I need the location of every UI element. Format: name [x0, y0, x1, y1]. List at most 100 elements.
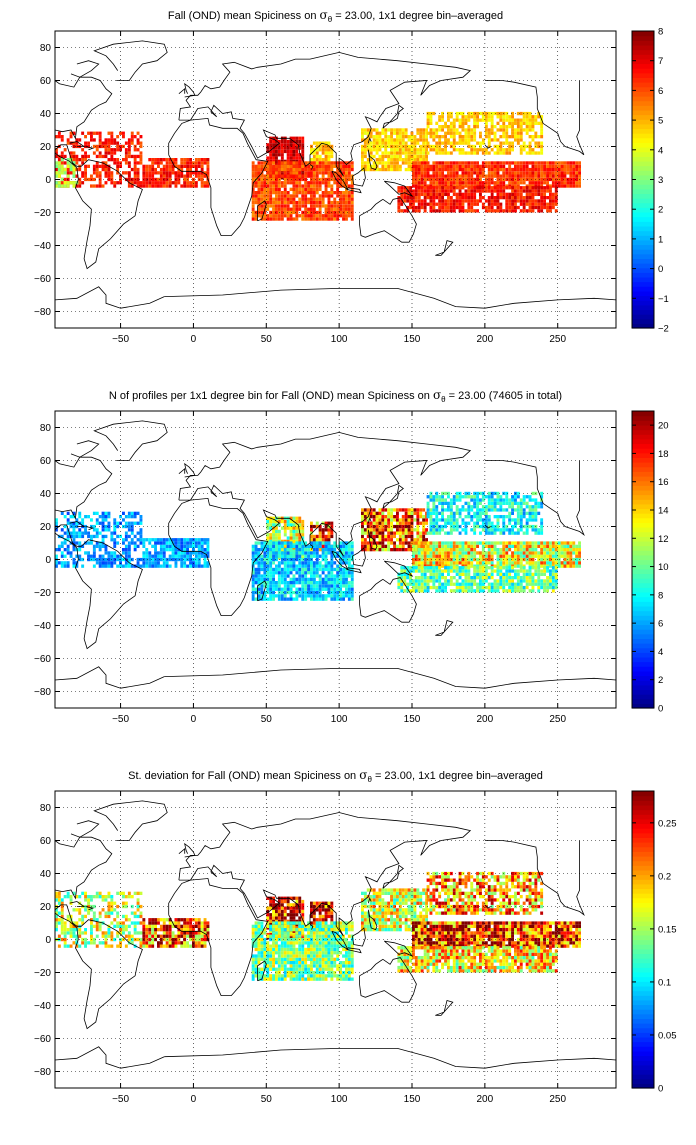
data-cell [58, 548, 61, 551]
data-cell [301, 533, 304, 536]
data-cell [415, 555, 418, 558]
data-cell [479, 168, 482, 171]
data-cell [319, 594, 322, 597]
data-cell [381, 132, 384, 135]
data-cell [110, 158, 113, 161]
data-cell [64, 555, 67, 558]
colorbar-tick-label: 7 [658, 56, 663, 67]
panel-title: N of profiles per 1x1 degree bin for Fal… [109, 388, 562, 404]
data-cell [412, 203, 415, 206]
data-cell [467, 199, 470, 202]
data-cell [313, 171, 316, 174]
data-cell [444, 555, 447, 558]
data-cell [447, 142, 450, 145]
data-cell [298, 171, 301, 174]
data-cell [316, 594, 319, 597]
data-cell [373, 155, 376, 158]
data-cell [278, 574, 281, 577]
data-cell [333, 198, 336, 201]
data-cell [414, 135, 417, 138]
data-cell [390, 132, 393, 135]
data-cell [438, 199, 441, 202]
data-cell [266, 188, 269, 191]
data-cell [148, 551, 151, 554]
data-cell [488, 181, 491, 184]
data-cell [151, 168, 154, 171]
data-cell [110, 151, 113, 154]
data-cell [142, 184, 145, 187]
data-cell [432, 196, 435, 199]
data-cell [546, 161, 549, 164]
data-cell [473, 495, 476, 498]
data-cell [482, 181, 485, 184]
data-cell [447, 125, 450, 128]
data-cell [301, 588, 304, 591]
data-cell [293, 540, 296, 543]
data-cell [508, 502, 511, 505]
data-cell [441, 548, 444, 551]
data-cell [295, 517, 298, 520]
data-cell [105, 548, 108, 551]
data-cell [367, 165, 370, 168]
data-cell [275, 165, 278, 168]
data-cell [453, 561, 456, 564]
data-cell [298, 555, 301, 558]
data-cell [405, 528, 408, 531]
data-cell [416, 532, 419, 535]
data-cell [390, 535, 393, 538]
data-cell [447, 532, 450, 535]
data-cell [348, 551, 351, 554]
data-cell [432, 558, 435, 561]
data-cell [508, 186, 511, 189]
data-cell [131, 512, 134, 515]
data-cell [450, 135, 453, 138]
data-cell [290, 198, 293, 201]
data-cell [459, 161, 462, 164]
data-cell [281, 181, 284, 184]
data-cell [58, 171, 61, 174]
data-cell [470, 175, 473, 178]
data-cell [520, 168, 523, 171]
data-cell [376, 158, 379, 161]
data-cell [364, 528, 367, 531]
data-cell [427, 175, 430, 178]
data-cell [393, 541, 396, 544]
data-cell [465, 128, 468, 131]
data-cell [339, 214, 342, 217]
data-cell [520, 518, 523, 521]
data-cell [145, 184, 148, 187]
data-cell [549, 175, 552, 178]
data-cell [476, 502, 479, 505]
data-cell [494, 498, 497, 501]
data-cell [435, 128, 438, 131]
data-cell [543, 203, 546, 206]
data-cell [261, 161, 264, 164]
data-cell [476, 119, 479, 122]
data-cell [430, 551, 433, 554]
data-cell [534, 151, 537, 154]
data-cell [370, 142, 373, 145]
data-cell [514, 522, 517, 525]
data-cell [555, 196, 558, 199]
data-cell [201, 175, 204, 178]
data-cell [298, 568, 301, 571]
data-cell [108, 168, 111, 171]
data-cell [175, 181, 178, 184]
data-cell [269, 171, 272, 174]
data-cell [142, 171, 145, 174]
data-cell [508, 175, 511, 178]
data-cell [319, 561, 322, 564]
data-cell [348, 591, 351, 594]
data-cell [376, 528, 379, 531]
data-cell [198, 548, 201, 551]
data-cell [322, 571, 325, 574]
data-cell [532, 189, 535, 192]
data-cell [319, 217, 322, 220]
data-cell [284, 191, 287, 194]
data-cell [61, 545, 64, 548]
data-cell [416, 138, 419, 141]
data-cell [183, 538, 186, 541]
data-cell [418, 206, 421, 209]
data-cell [502, 498, 505, 501]
data-cell [387, 522, 390, 525]
